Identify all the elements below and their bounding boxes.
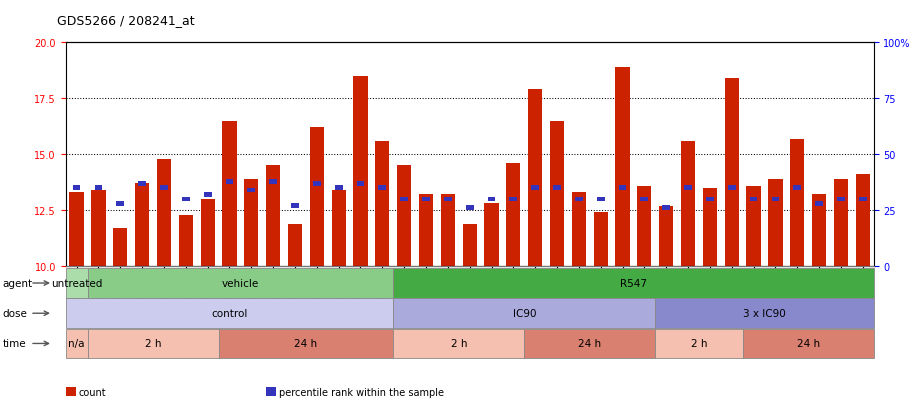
- Text: GDS5266 / 208241_at: GDS5266 / 208241_at: [56, 14, 194, 27]
- Bar: [793, 186, 800, 191]
- Bar: [574, 197, 582, 202]
- Bar: [749, 197, 757, 202]
- Text: 24 h: 24 h: [294, 339, 317, 349]
- Bar: [332, 190, 345, 266]
- Bar: [858, 197, 865, 202]
- Bar: [374, 142, 389, 266]
- Bar: [811, 195, 825, 266]
- Bar: [244, 179, 258, 266]
- Bar: [378, 186, 385, 191]
- Text: 2 h: 2 h: [450, 339, 466, 349]
- Text: 24 h: 24 h: [795, 339, 819, 349]
- Bar: [683, 186, 691, 191]
- Bar: [833, 179, 847, 266]
- Text: 2 h: 2 h: [690, 339, 706, 349]
- Bar: [487, 197, 495, 202]
- Text: vehicle: vehicle: [221, 278, 259, 288]
- Bar: [484, 204, 498, 266]
- Bar: [356, 181, 364, 186]
- Bar: [771, 197, 779, 202]
- Bar: [681, 142, 694, 266]
- Bar: [222, 121, 236, 266]
- Bar: [179, 215, 192, 266]
- Bar: [418, 195, 433, 266]
- Bar: [593, 213, 607, 266]
- Bar: [117, 202, 124, 206]
- Bar: [724, 79, 738, 266]
- Bar: [135, 184, 149, 266]
- Bar: [288, 224, 302, 266]
- Bar: [396, 166, 411, 266]
- Bar: [400, 197, 407, 202]
- Text: 24 h: 24 h: [578, 339, 600, 349]
- Text: percentile rank within the sample: percentile rank within the sample: [279, 387, 444, 397]
- Bar: [661, 206, 670, 211]
- Bar: [702, 188, 716, 266]
- Bar: [200, 199, 214, 266]
- Bar: [113, 228, 128, 266]
- Text: dose: dose: [3, 309, 27, 318]
- Bar: [814, 202, 822, 206]
- Bar: [462, 224, 476, 266]
- Bar: [549, 121, 564, 266]
- Bar: [571, 193, 586, 266]
- Bar: [855, 175, 869, 266]
- Bar: [596, 197, 604, 202]
- Bar: [247, 188, 255, 193]
- Text: 2 h: 2 h: [145, 339, 161, 349]
- Bar: [203, 192, 211, 197]
- Text: agent: agent: [3, 278, 33, 288]
- Bar: [138, 181, 146, 186]
- Bar: [91, 190, 106, 266]
- Bar: [509, 197, 517, 202]
- Bar: [334, 186, 343, 191]
- Text: 3 x IC90: 3 x IC90: [742, 309, 785, 318]
- Bar: [444, 197, 451, 202]
- Bar: [836, 197, 844, 202]
- Text: untreated: untreated: [51, 278, 102, 288]
- Bar: [553, 186, 560, 191]
- Bar: [225, 179, 233, 184]
- Bar: [615, 68, 629, 266]
- Text: R547: R547: [619, 278, 646, 288]
- Bar: [73, 186, 80, 191]
- Bar: [640, 197, 648, 202]
- Bar: [637, 186, 650, 266]
- Bar: [181, 197, 189, 202]
- Text: control: control: [211, 309, 248, 318]
- Bar: [157, 159, 171, 266]
- Text: count: count: [78, 387, 106, 397]
- Bar: [705, 197, 713, 202]
- Bar: [159, 186, 168, 191]
- Bar: [727, 186, 735, 191]
- Bar: [531, 186, 538, 191]
- Bar: [618, 186, 626, 191]
- Bar: [269, 179, 277, 184]
- Bar: [506, 164, 520, 266]
- Bar: [466, 206, 473, 211]
- Bar: [440, 195, 455, 266]
- Text: time: time: [3, 339, 26, 349]
- Bar: [69, 193, 84, 266]
- Bar: [312, 181, 321, 186]
- Text: n/a: n/a: [68, 339, 85, 349]
- Text: IC90: IC90: [512, 309, 536, 318]
- Bar: [767, 179, 782, 266]
- Bar: [746, 186, 760, 266]
- Bar: [266, 166, 280, 266]
- Bar: [789, 139, 804, 266]
- Bar: [95, 186, 102, 191]
- Bar: [659, 206, 672, 266]
- Bar: [527, 90, 542, 266]
- Bar: [353, 77, 367, 266]
- Bar: [291, 204, 299, 209]
- Bar: [422, 197, 429, 202]
- Bar: [310, 128, 323, 266]
